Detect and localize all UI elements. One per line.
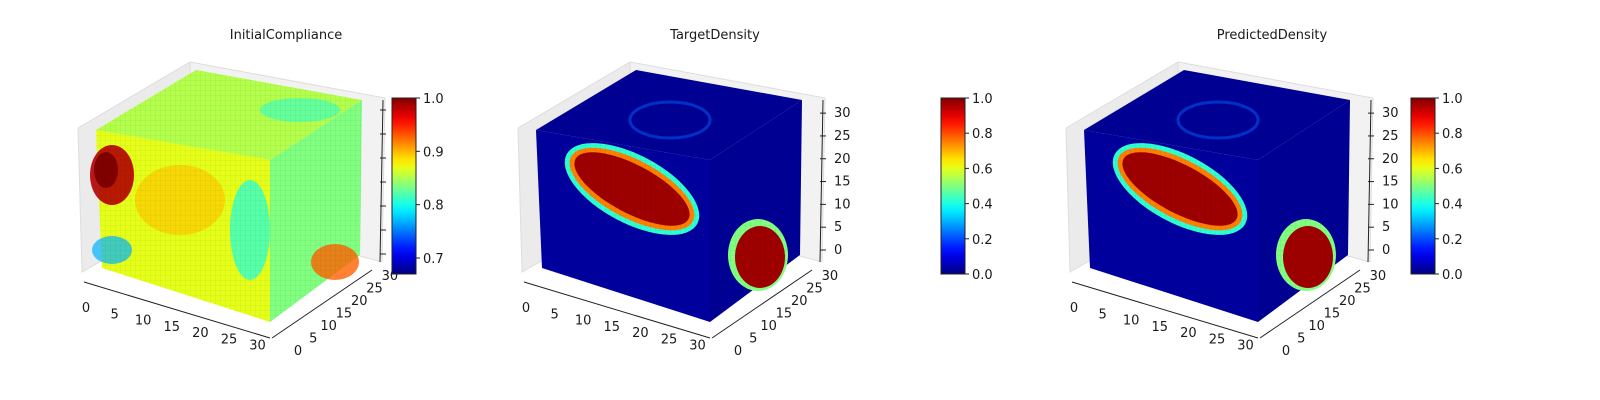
x-tick-label: 25 <box>1209 332 1226 347</box>
x-tick-label: 30 <box>689 339 706 354</box>
z-tick-label: 15 <box>1382 175 1399 190</box>
voxel-mesh <box>1084 70 1350 160</box>
colorbar-tick-label: 0.4 <box>972 198 993 213</box>
x-tick-label: 5 <box>550 307 558 322</box>
y-tick-label: 0 <box>734 344 742 359</box>
voxel-mesh <box>270 100 362 322</box>
voxel-mesh <box>1084 130 1258 322</box>
panel-title: PredictedDensity <box>1217 28 1328 43</box>
z-tick-label: 10 <box>834 197 851 212</box>
x-axis-line <box>83 281 271 339</box>
colorbar-tick-label: 0.8 <box>972 127 993 142</box>
colorbar-tick-label: 0.2 <box>1442 233 1463 248</box>
panel-TargetDensity: 0 5 10 15 20 25 30 051015202530051015202530Targ… <box>517 28 993 359</box>
z-tick-label: 20 <box>834 152 851 167</box>
voxel-mesh <box>1258 100 1350 322</box>
y-tick-label: 10 <box>320 319 337 334</box>
x-tick-label: 20 <box>192 326 209 341</box>
z-tick-label: 30 <box>1382 106 1399 121</box>
voxel-mesh <box>536 70 802 160</box>
z-tick-label: 25 <box>834 129 851 144</box>
voxel-mesh <box>96 70 362 160</box>
y-tick-label: 25 <box>806 282 823 297</box>
y-tick-label: 20 <box>791 294 808 309</box>
colorbar-tick-label: 0.2 <box>972 233 993 248</box>
voxel-mesh <box>710 100 802 322</box>
x-tick-label: 10 <box>575 314 592 329</box>
x-tick-label: 15 <box>1152 320 1169 335</box>
y-tick-label: 15 <box>1324 307 1341 322</box>
x-tick-label: 0 <box>1070 301 1078 316</box>
colorbar-tick-label: 0.4 <box>1442 198 1463 213</box>
z-tick-label: 0 <box>834 243 842 258</box>
colorbar <box>391 97 417 275</box>
colorbar-tick-label: 0.6 <box>1442 162 1463 177</box>
y-tick-label: 15 <box>776 307 793 322</box>
y-axis-line <box>711 269 813 339</box>
z-tick-label: 30 <box>834 106 851 121</box>
y-tick-label: 0 <box>294 344 302 359</box>
x-axis-line <box>1071 281 1259 339</box>
colorbar-tick-label: 0.8 <box>1442 127 1463 142</box>
colorbar <box>1410 97 1436 275</box>
y-axis-line <box>1259 269 1361 339</box>
y-tick-label: 20 <box>351 294 368 309</box>
colorbar-tick-label: 1.0 <box>972 92 993 107</box>
colorbar-tick-label: 1.0 <box>423 92 444 107</box>
x-tick-label: 30 <box>1237 339 1254 354</box>
y-tick-label: 5 <box>749 332 757 347</box>
colorbar-tick-label: 0.0 <box>972 268 993 283</box>
y-axis-line <box>271 269 373 339</box>
z-tick-label: 5 <box>834 220 842 235</box>
x-tick-label: 25 <box>221 332 238 347</box>
x-tick-label: 30 <box>249 339 266 354</box>
z-tick-label: 25 <box>1382 129 1399 144</box>
y-tick-label: 30 <box>1370 269 1387 284</box>
y-tick-label: 25 <box>1354 282 1371 297</box>
y-tick-label: 0 <box>1282 344 1290 359</box>
x-axis-line <box>523 281 711 339</box>
x-tick-label: 20 <box>632 326 649 341</box>
z-tick-label: 10 <box>1382 197 1399 212</box>
x-tick-label: 10 <box>135 314 152 329</box>
z-axis-line <box>1367 99 1372 263</box>
panel-title: TargetDensity <box>669 28 760 43</box>
colorbar <box>940 97 966 275</box>
y-tick-label: 10 <box>760 319 777 334</box>
y-tick-label: 30 <box>822 269 839 284</box>
y-tick-label: 15 <box>336 307 353 322</box>
x-tick-label: 25 <box>661 332 678 347</box>
colorbar-tick-label: 1.0 <box>1442 92 1463 107</box>
colorbar-tick-label: 0.0 <box>1442 268 1463 283</box>
colorbar-tick-label: 0.9 <box>423 145 444 160</box>
x-tick-label: 15 <box>604 320 621 335</box>
y-tick-label: 5 <box>309 332 317 347</box>
colorbar-tick-label: 0.6 <box>972 162 993 177</box>
z-axis-line <box>379 99 384 263</box>
y-tick-label: 5 <box>1297 332 1305 347</box>
z-tick-label: 15 <box>834 175 851 190</box>
voxel-mesh <box>96 130 270 322</box>
panel-InitialCompliance: 0 5 10 15 20 25 30 051015202530InitialComplianc… <box>77 28 444 359</box>
x-tick-label: 0 <box>522 301 530 316</box>
colorbar-tick-label: 0.7 <box>423 252 444 267</box>
panel-PredictedDensity: 0 5 10 15 20 25 30 051015202530051015202530Pred… <box>1065 28 1463 359</box>
x-tick-label: 15 <box>164 320 181 335</box>
x-tick-label: 20 <box>1180 326 1197 341</box>
x-tick-label: 10 <box>1123 314 1140 329</box>
z-axis-line <box>819 99 824 263</box>
z-tick-label: 5 <box>1382 220 1390 235</box>
y-tick-label: 20 <box>1339 294 1356 309</box>
x-tick-label: 5 <box>1098 307 1106 322</box>
x-tick-label: 5 <box>110 307 118 322</box>
colorbar-tick-label: 0.8 <box>423 199 444 214</box>
voxel-mesh <box>536 130 710 322</box>
panel-title: InitialCompliance <box>230 28 343 43</box>
x-tick-label: 0 <box>82 301 90 316</box>
y-tick-label: 25 <box>366 282 383 297</box>
z-tick-label: 20 <box>1382 152 1399 167</box>
z-tick-label: 0 <box>1382 243 1390 258</box>
y-tick-label: 10 <box>1308 319 1325 334</box>
